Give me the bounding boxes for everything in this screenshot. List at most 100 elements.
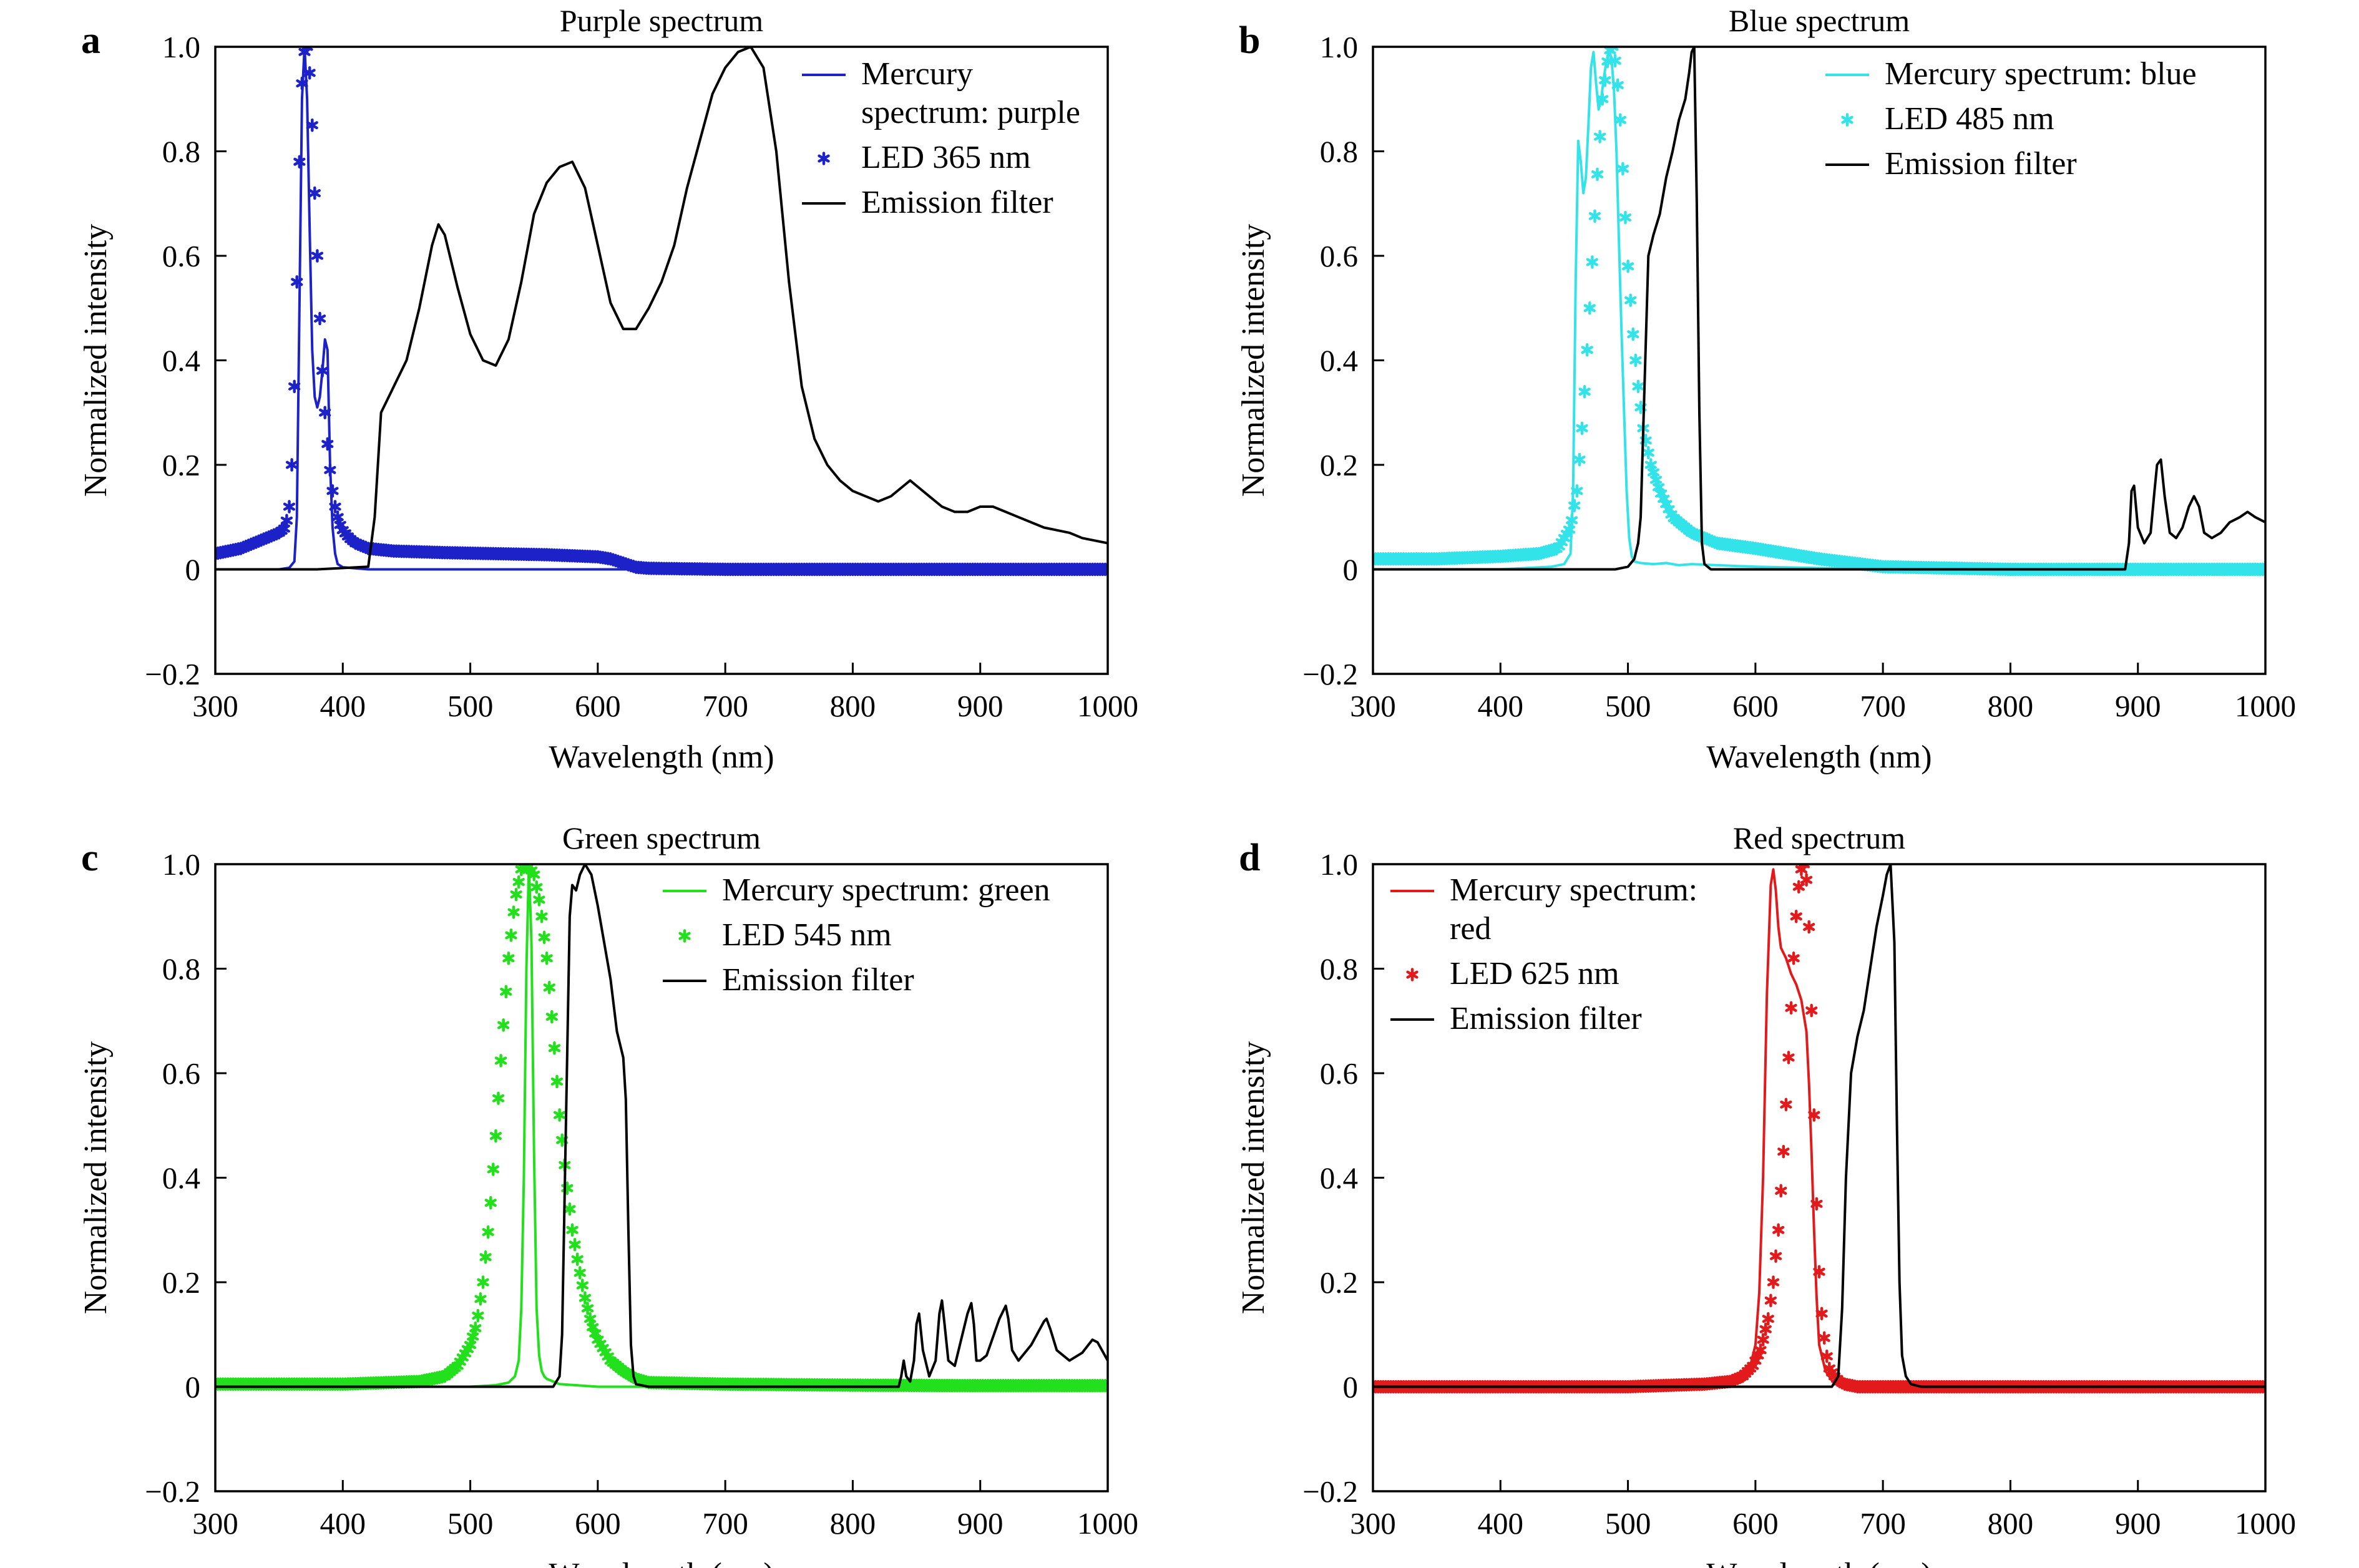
- data-point-marker: [505, 928, 517, 942]
- data-point-marker: [571, 1252, 584, 1266]
- x-tick-label: 700: [702, 689, 748, 723]
- x-tick-label: 500: [1605, 1506, 1651, 1541]
- data-point-marker: [2259, 562, 2265, 577]
- data-point-marker: [1621, 260, 1634, 273]
- x-tick-label: 400: [1478, 689, 1524, 723]
- y-tick-label: 0.2: [162, 1265, 200, 1300]
- x-axis-label-a: Wavelength (nm): [549, 739, 774, 775]
- data-point-marker: [489, 1129, 502, 1143]
- data-point-marker: [326, 484, 339, 498]
- x-tick-label: 500: [1605, 689, 1651, 723]
- x-axis-label-c: Wavelength (nm): [549, 1557, 774, 1568]
- plot-frame: [214, 863, 1109, 1493]
- x-axis-label-b: Wavelength (nm): [1706, 739, 1932, 775]
- y-axis-label-d: Normalized intensity: [1236, 1041, 1271, 1315]
- x-tick-label: 800: [830, 1506, 876, 1541]
- series-line-mercury-spectrum-green: [215, 864, 1108, 1388]
- x-tick-label: 900: [957, 1506, 1004, 1541]
- x-tick-label: 800: [1988, 689, 2034, 723]
- data-point-marker: [574, 1266, 586, 1280]
- plot-area-d: [1373, 864, 2265, 1394]
- series-markers-led-625-nm: [1373, 864, 2265, 1394]
- legend-label: LED 545 nm: [722, 917, 892, 953]
- legend-label: Mercury: [861, 56, 973, 92]
- data-point-marker: [1619, 210, 1632, 225]
- plot-area-b: [1373, 47, 2265, 577]
- y-tick-label: 0.8: [162, 952, 200, 986]
- data-point-marker: [1777, 1144, 1790, 1159]
- legend-label: Mercury spectrum:: [1450, 872, 1697, 908]
- chart-title-b: Blue spectrum: [1729, 3, 1910, 38]
- data-point-marker: [1800, 873, 1813, 887]
- data-point-marker: [306, 118, 318, 132]
- data-point-marker: [1762, 1312, 1774, 1326]
- chart-title-c: Green spectrum: [562, 821, 761, 855]
- data-point-marker: [1818, 1331, 1830, 1345]
- panel-letter-b: b: [1239, 19, 1260, 62]
- data-point-marker: [479, 1250, 492, 1264]
- data-point-marker: [1627, 327, 1639, 341]
- data-point-marker: [1101, 562, 1108, 577]
- plot-frame: [214, 46, 1109, 675]
- data-point-marker: [512, 875, 525, 889]
- legend-label: LED 625 nm: [1450, 956, 1619, 991]
- data-point-marker: [1820, 1349, 1833, 1363]
- data-point-marker: [1790, 910, 1802, 923]
- panel-letter-c: c: [81, 837, 99, 879]
- data-point-marker: [494, 1054, 507, 1068]
- data-point-marker: [313, 311, 326, 326]
- data-point-marker: [535, 910, 548, 923]
- data-point-marker: [308, 186, 321, 200]
- y-tick-label: −0.2: [145, 1474, 200, 1509]
- y-tick-label: 0: [185, 553, 201, 587]
- plot-area-c: [215, 864, 1108, 1393]
- legend-entry: LED 545 nm: [678, 917, 892, 953]
- series-line-emission-filter: [215, 47, 1108, 571]
- data-point-marker: [545, 1010, 558, 1024]
- x-tick-label: 700: [1860, 689, 1906, 723]
- legend-label: Mercury spectrum: green: [722, 872, 1050, 908]
- x-tick-label: 900: [957, 689, 1004, 723]
- y-tick-label: 0.6: [1320, 1056, 1358, 1091]
- data-point-marker: [1772, 1223, 1785, 1237]
- legend-entry: Emission filter: [1825, 146, 2077, 182]
- data-point-marker: [280, 514, 293, 528]
- legend-marker-swatch: [818, 152, 830, 165]
- x-tick-label: 300: [1350, 689, 1396, 723]
- y-tick-label: 0.2: [1320, 1265, 1358, 1300]
- x-tick-label: 1000: [2235, 689, 2296, 723]
- y-tick-label: 1.0: [162, 30, 200, 64]
- data-point-marker: [1759, 1322, 1772, 1337]
- data-point-marker: [538, 930, 550, 945]
- chart-panel-c: c Green spectrum Wavelength (nm) Normali…: [78, 821, 1138, 1568]
- data-point-marker: [540, 952, 553, 965]
- data-point-marker: [1805, 1003, 1818, 1018]
- x-tick-label: 600: [575, 1506, 621, 1541]
- y-tick-label: 1.0: [1320, 847, 1358, 882]
- x-tick-label: 700: [702, 1506, 748, 1541]
- legend-marker-swatch: [1406, 968, 1419, 981]
- data-point-marker: [1588, 209, 1601, 223]
- data-point-marker: [1803, 920, 1815, 934]
- chart-title-a: Purple spectrum: [560, 3, 763, 38]
- x-tick-label: 300: [1350, 1506, 1396, 1541]
- data-point-marker: [1581, 343, 1593, 357]
- data-point-marker: [484, 1195, 497, 1210]
- y-tick-label: 0: [185, 1370, 201, 1405]
- panel-letter-d: d: [1239, 837, 1260, 879]
- y-tick-label: 1.0: [1320, 30, 1358, 64]
- data-point-marker: [500, 985, 512, 999]
- y-tick-label: 0.4: [1320, 1161, 1358, 1195]
- data-point-marker: [1586, 255, 1598, 269]
- data-point-marker: [533, 893, 545, 907]
- y-axis-label-a: Normalized intensity: [78, 224, 114, 497]
- series-line-emission-filter: [1373, 47, 2265, 571]
- data-point-marker: [1782, 1051, 1795, 1064]
- y-axis-label-c: Normalized intensity: [78, 1041, 114, 1315]
- x-tick-label: 800: [830, 689, 876, 723]
- data-point-marker: [1594, 130, 1606, 144]
- plot-frame: [1372, 46, 2267, 675]
- data-point-marker: [1787, 952, 1800, 965]
- x-tick-label: 1000: [1077, 689, 1138, 723]
- data-point-marker: [510, 887, 522, 902]
